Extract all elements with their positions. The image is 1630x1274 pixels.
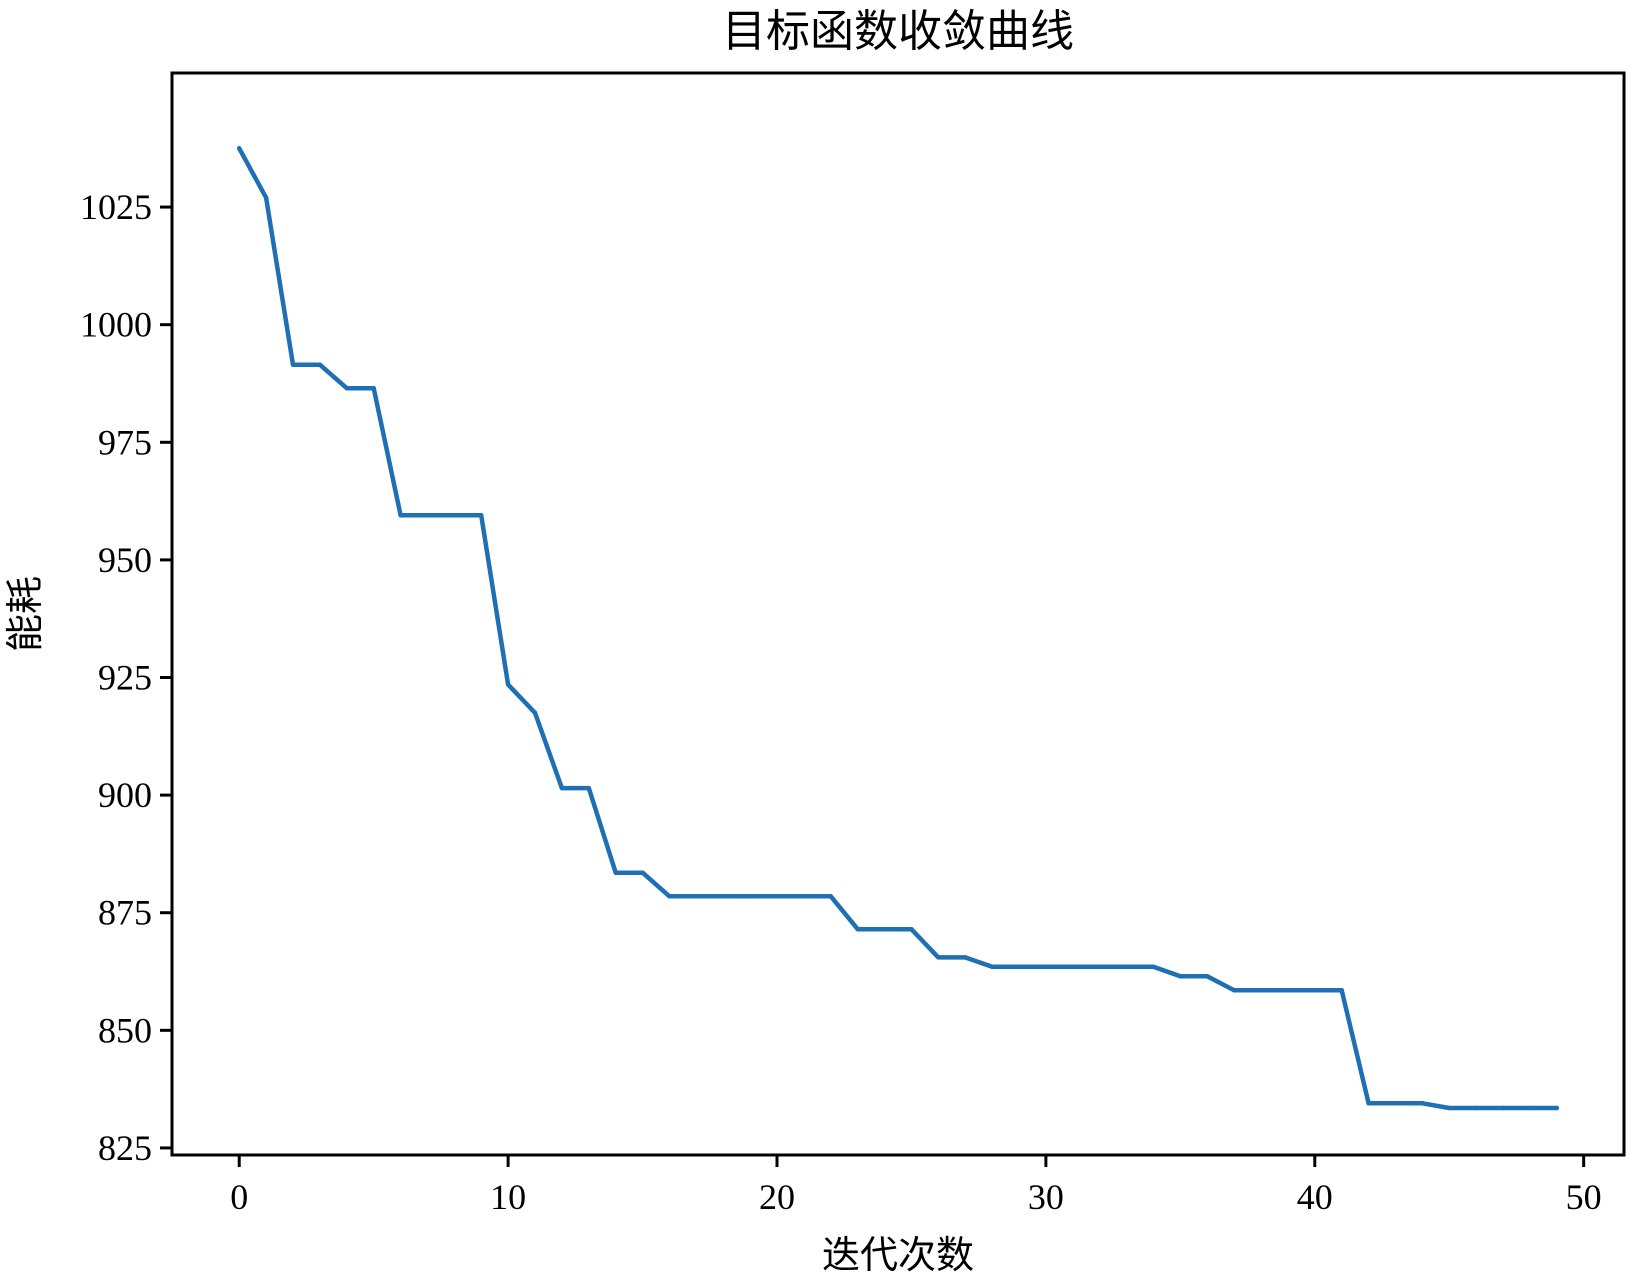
data-point <box>398 513 403 518</box>
data-point <box>1500 1105 1506 1111</box>
data-point <box>1420 1101 1425 1106</box>
chart-title: 目标函数收敛曲线 <box>722 6 1074 57</box>
data-point <box>1124 964 1129 969</box>
data-point <box>479 513 484 518</box>
data-point <box>290 362 296 367</box>
y-tick-label: 975 <box>98 422 152 462</box>
y-tick-label: 1025 <box>80 187 152 227</box>
data-point <box>989 964 995 969</box>
y-axis-ticks: 825 850 875 900 925 950 975 1000 1025 <box>80 187 172 1168</box>
data-point <box>425 513 430 518</box>
data-point <box>855 927 860 932</box>
data-point <box>1366 1101 1371 1106</box>
data-point <box>909 927 914 932</box>
x-axis-title: 迭代次数 <box>822 1233 974 1274</box>
data-point <box>747 894 753 899</box>
data-point <box>1097 964 1102 969</box>
data-point <box>1312 988 1318 993</box>
data-point <box>1447 1105 1452 1111</box>
data-point <box>1339 988 1344 993</box>
data-point <box>694 894 699 899</box>
data-point <box>721 894 726 899</box>
data-point <box>613 870 618 875</box>
data-point <box>1178 974 1183 979</box>
data-point <box>1070 964 1076 969</box>
y-axis-title: 能耗 <box>3 576 47 652</box>
data-point <box>801 894 807 899</box>
data-point <box>1527 1105 1533 1111</box>
series-line <box>236 146 1560 1111</box>
data-point <box>237 146 242 151</box>
data-point <box>1151 964 1156 969</box>
plot-frame <box>170 71 1626 1157</box>
data-point <box>1554 1105 1560 1111</box>
data-point <box>559 785 565 791</box>
y-tick-label: 1000 <box>80 305 152 345</box>
data-point <box>1205 974 1210 979</box>
y-tick-label: 825 <box>98 1128 152 1168</box>
data-point <box>371 386 376 391</box>
data-point <box>1258 988 1264 993</box>
data-point <box>774 894 780 899</box>
data-point <box>1393 1101 1398 1106</box>
data-point <box>263 195 269 200</box>
y-tick-label: 925 <box>98 658 152 698</box>
y-tick-label: 900 <box>98 775 152 815</box>
data-point <box>667 894 672 899</box>
data-point <box>828 894 833 899</box>
y-tick-label: 850 <box>98 1010 152 1050</box>
x-tick-label: 40 <box>1297 1177 1333 1217</box>
x-tick-label: 0 <box>230 1177 248 1217</box>
y-tick-label: 950 <box>98 540 152 580</box>
series-layer <box>236 146 1560 1111</box>
y-tick-label: 875 <box>98 893 152 933</box>
x-tick-label: 10 <box>490 1177 526 1217</box>
data-point <box>640 870 645 875</box>
data-point <box>1043 964 1049 969</box>
data-point <box>936 955 941 960</box>
data-point <box>1016 964 1022 969</box>
data-point <box>1285 988 1291 993</box>
data-point <box>317 362 323 367</box>
data-point <box>586 785 591 791</box>
data-point <box>532 710 538 715</box>
x-tick-label: 30 <box>1028 1177 1064 1217</box>
x-tick-label: 50 <box>1566 1177 1602 1217</box>
x-axis-ticks: 0 10 20 30 40 50 <box>230 1155 1602 1217</box>
data-point <box>882 927 887 932</box>
data-point <box>452 513 457 518</box>
data-point <box>344 386 349 391</box>
x-tick-label: 20 <box>759 1177 795 1217</box>
data-point <box>1231 988 1237 993</box>
data-point <box>505 682 511 687</box>
data-point <box>963 955 968 960</box>
data-point <box>1473 1105 1479 1111</box>
